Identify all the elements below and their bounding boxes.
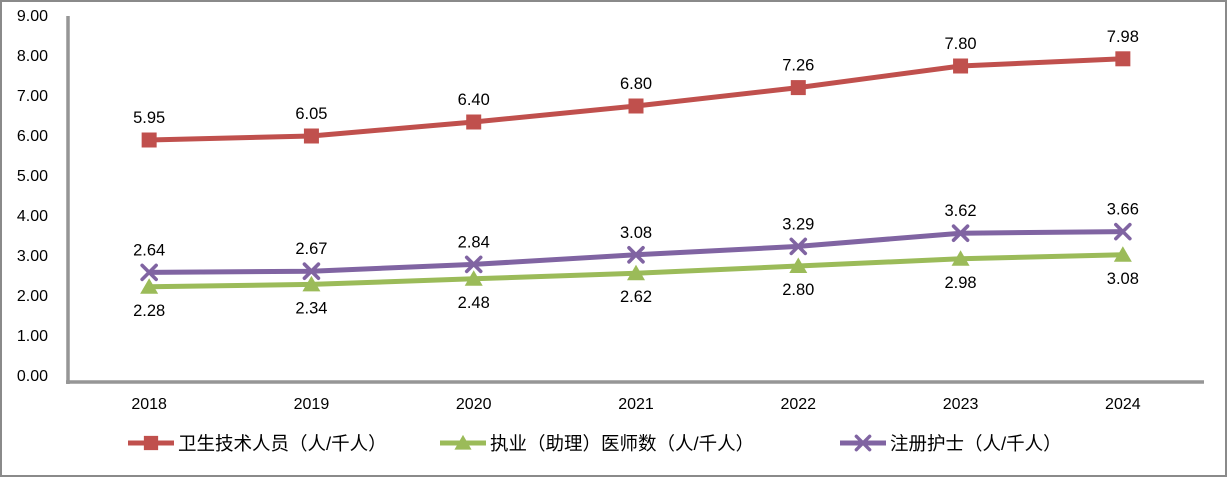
legend-label-licensed-assistant-physicians: 执业（助理）医师数（人/千人） <box>490 433 754 454</box>
y-tick-label: 1.00 <box>17 328 48 345</box>
legend-label-health-technicians: 卫生技术人员（人/千人） <box>178 433 387 454</box>
y-tick-label: 0.00 <box>17 368 48 385</box>
data-label-registered-nurses: 3.08 <box>620 224 652 242</box>
x-axis-label: 2024 <box>1105 396 1141 413</box>
data-point-marker-health-technicians <box>790 80 806 96</box>
data-point-marker-registered-nurses <box>789 237 808 256</box>
data-point-marker-health-technicians <box>1115 51 1131 67</box>
data-point-marker-registered-nurses <box>627 246 645 264</box>
data-point-marker-registered-nurses <box>302 262 321 280</box>
data-point-marker-licensed-assistant-physicians <box>627 264 645 281</box>
data-point-marker-health-technicians <box>303 128 319 144</box>
y-tick-label: 5.00 <box>17 168 48 185</box>
data-label-health-technicians: 6.05 <box>295 105 327 123</box>
y-tick-label: 9.00 <box>17 8 48 25</box>
data-label-registered-nurses: 3.66 <box>1107 201 1139 219</box>
x-axis-label: 2021 <box>618 396 654 413</box>
y-tick-label: 8.00 <box>17 48 48 65</box>
data-label-licensed-assistant-physicians: 2.48 <box>458 294 490 312</box>
data-point-marker-health-technicians <box>953 58 969 74</box>
data-label-licensed-assistant-physicians: 2.62 <box>620 288 652 306</box>
data-label-health-technicians: 6.40 <box>458 91 490 109</box>
legend-marker-health-technicians <box>143 435 159 451</box>
data-label-health-technicians: 6.80 <box>620 75 652 93</box>
data-label-health-technicians: 7.26 <box>782 57 814 75</box>
data-label-health-technicians: 7.80 <box>945 35 977 53</box>
data-label-licensed-assistant-physicians: 2.34 <box>295 299 327 317</box>
data-label-registered-nurses: 2.64 <box>133 241 165 259</box>
data-label-licensed-assistant-physicians: 2.80 <box>782 281 814 299</box>
y-tick-label: 6.00 <box>17 128 48 145</box>
data-point-marker-licensed-assistant-physicians <box>1113 246 1132 262</box>
data-label-registered-nurses: 3.62 <box>945 202 977 220</box>
legend-label-registered-nurses: 注册护士（人/千人） <box>890 433 1062 454</box>
data-label-licensed-assistant-physicians: 3.08 <box>1107 270 1139 288</box>
data-point-marker-licensed-assistant-physicians <box>464 270 483 286</box>
legend-marker-licensed-assistant-physicians <box>454 434 472 450</box>
y-tick-label: 2.00 <box>17 288 48 305</box>
y-tick-label: 4.00 <box>17 208 48 225</box>
data-point-marker-licensed-assistant-physicians <box>789 257 808 273</box>
data-point-marker-registered-nurses <box>951 224 970 242</box>
data-label-licensed-assistant-physicians: 2.98 <box>945 274 977 292</box>
y-tick-label: 7.00 <box>17 88 48 105</box>
data-point-marker-licensed-assistant-physicians <box>302 275 321 292</box>
x-axis-label: 2020 <box>456 396 492 413</box>
data-point-marker-health-technicians <box>466 114 482 130</box>
data-label-registered-nurses: 2.84 <box>458 233 490 251</box>
y-tick-label: 3.00 <box>17 248 48 265</box>
data-point-marker-licensed-assistant-physicians <box>140 278 159 294</box>
data-label-registered-nurses: 3.29 <box>782 215 814 233</box>
x-axis-label: 2023 <box>943 396 979 413</box>
data-point-marker-registered-nurses <box>1114 222 1132 241</box>
legend-marker-registered-nurses <box>854 434 872 452</box>
data-point-marker-licensed-assistant-physicians <box>951 250 970 266</box>
data-label-health-technicians: 7.98 <box>1107 28 1139 46</box>
data-point-marker-health-technicians <box>628 98 644 114</box>
x-axis-label: 2018 <box>131 396 167 413</box>
x-axis-label: 2019 <box>294 396 330 413</box>
data-point-marker-registered-nurses <box>464 255 483 274</box>
data-point-marker-health-technicians <box>141 132 157 148</box>
x-axis-label: 2022 <box>780 396 816 413</box>
data-label-registered-nurses: 2.67 <box>295 240 327 258</box>
data-label-licensed-assistant-physicians: 2.28 <box>133 302 165 320</box>
data-point-marker-registered-nurses <box>140 263 158 282</box>
data-label-health-technicians: 5.95 <box>133 109 165 127</box>
